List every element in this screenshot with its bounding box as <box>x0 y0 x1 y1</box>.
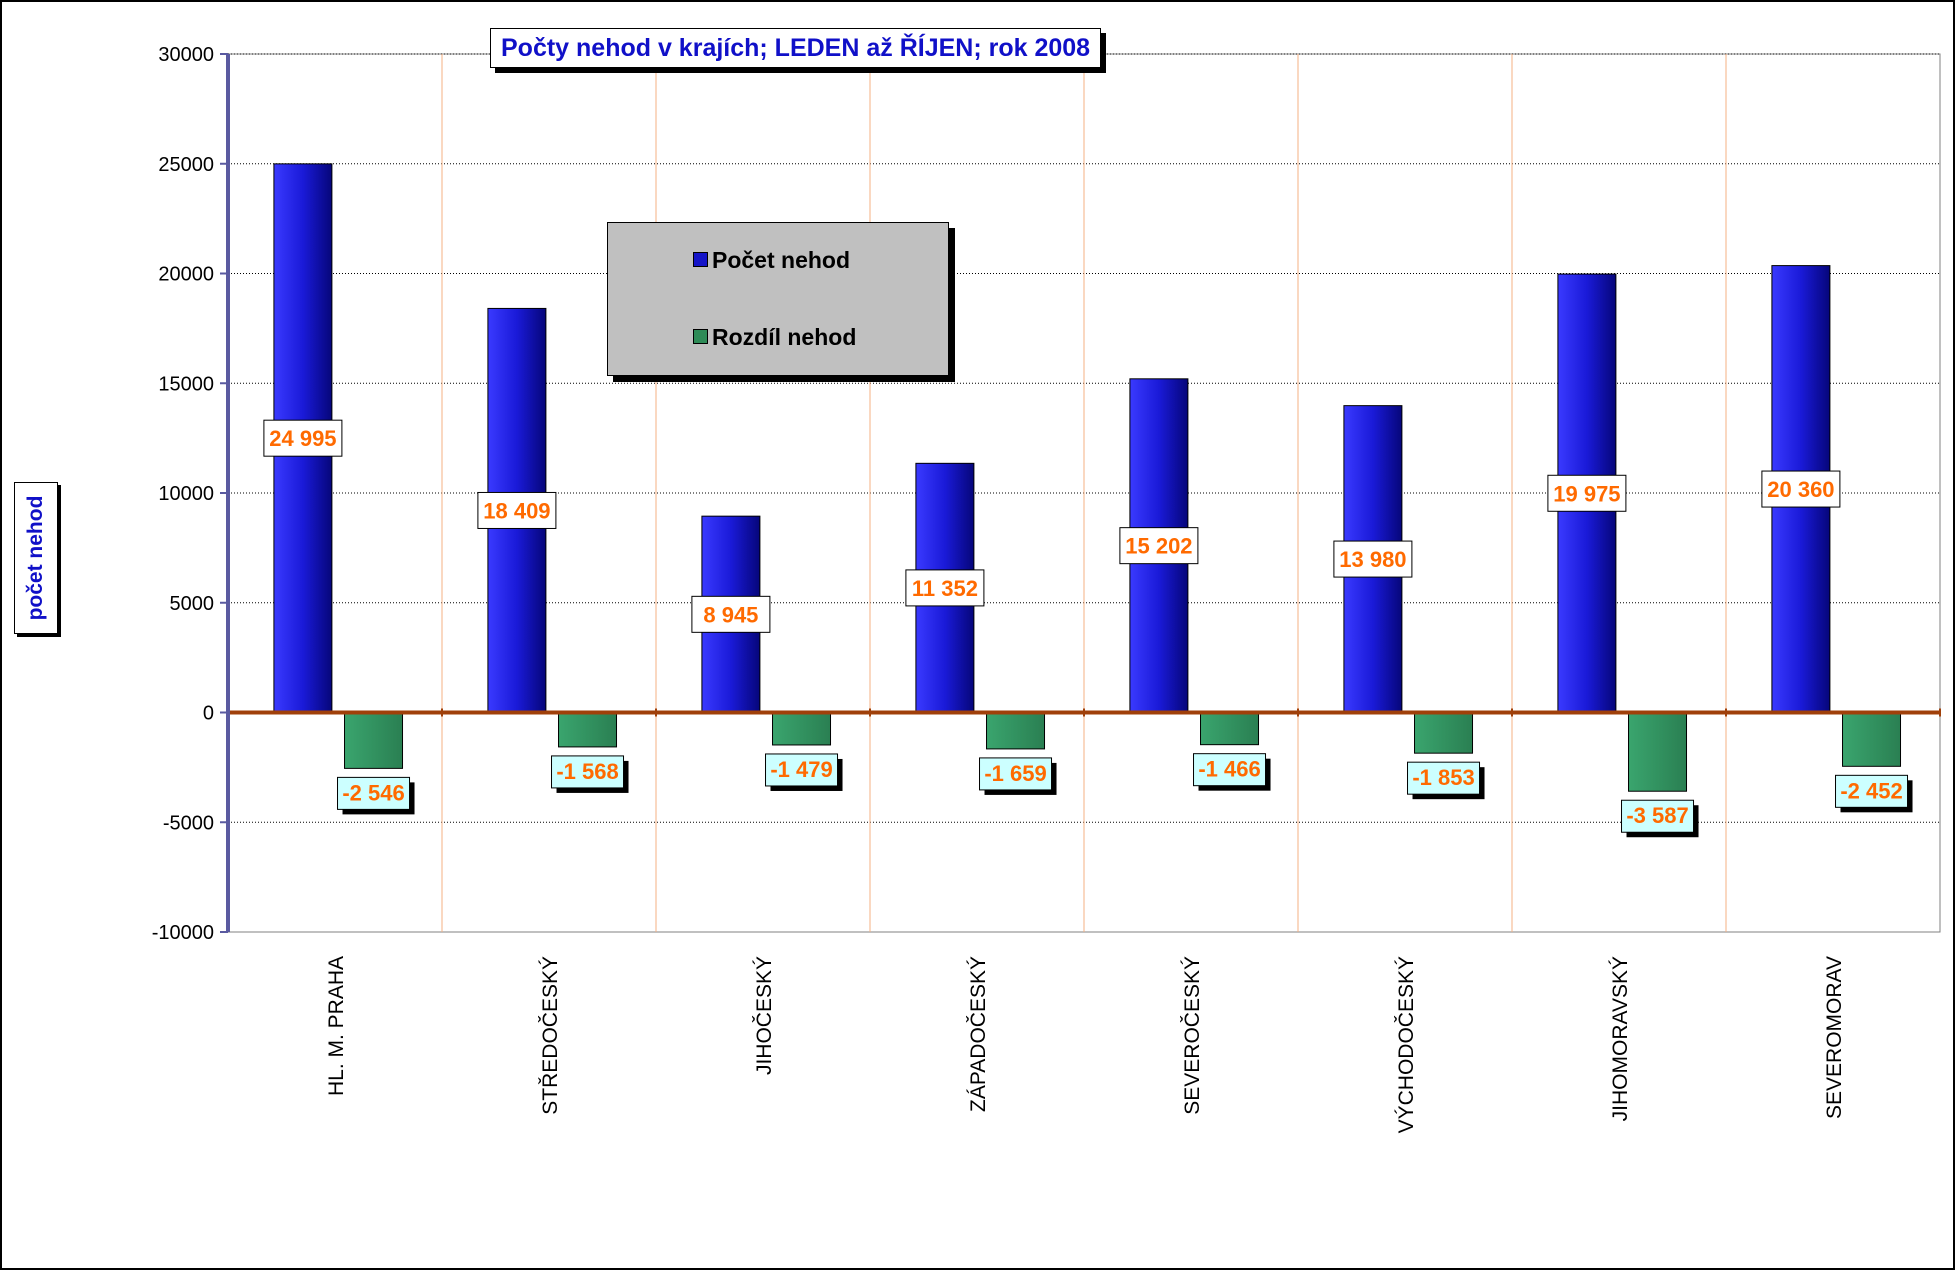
chart-title: Počty nehod v krajích; LEDEN až ŘÍJEN; r… <box>490 28 1102 68</box>
data-label-text: -2 452 <box>1840 778 1902 803</box>
data-label-pocet-nehod: 8 945 <box>691 595 771 633</box>
data-label-box <box>1407 761 1481 795</box>
data-label-rozdil-nehod: -1 659 <box>979 757 1057 795</box>
data-label-text: -1 479 <box>770 757 832 782</box>
legend-label: Počet nehod <box>712 247 851 273</box>
data-label-pocet-nehod: 11 352 <box>905 569 985 607</box>
data-label-box <box>1761 470 1841 508</box>
y-tick-label: 25000 <box>158 154 214 176</box>
legend-swatch-blue <box>693 252 708 267</box>
y-tick-label: -5000 <box>163 812 214 834</box>
legend-label: Rozdíl nehod <box>712 324 857 350</box>
y-tick-label: 20000 <box>158 264 214 286</box>
bar-rozdil-nehod <box>344 712 404 769</box>
data-label-box <box>905 569 985 607</box>
data-label-box <box>691 595 771 633</box>
y-axis-label: počet nehod <box>24 495 47 621</box>
data-label-pocet-nehod: 20 360 <box>1761 470 1841 508</box>
axes <box>220 53 1941 933</box>
bar-rozdil-nehod <box>772 712 832 746</box>
data-label-text: 8 945 <box>703 602 758 627</box>
data-label-text: -1 466 <box>1198 757 1260 782</box>
y-tick-label: 0 <box>203 703 214 725</box>
data-label-rozdil-nehod: -2 546 <box>337 776 415 815</box>
x-category-label: ZÁPADOČESKÝ <box>967 956 990 1112</box>
bar-rozdil-nehod <box>1414 712 1474 754</box>
data-label-pocet-nehod: 13 980 <box>1333 540 1413 578</box>
x-category-labels: HL. M. PRAHA STŘEDOČESKÝ JIHOČESKÝ ZÁPADOČE… <box>325 956 1846 1133</box>
data-label-text: 13 980 <box>1339 547 1406 572</box>
data-label-text: 24 995 <box>269 426 336 451</box>
data-label-box <box>1547 474 1627 512</box>
data-label-box <box>1333 540 1413 578</box>
legend: Počet nehod Rozdíl nehod <box>607 222 949 376</box>
y-tick-labels: 30000 25000 20000 15000 10000 5000 0 -5000 -1000… <box>152 44 214 944</box>
bar-rozdil-nehod <box>1628 712 1688 792</box>
data-label-pocet-nehod: 15 202 <box>1119 527 1199 565</box>
y-tick-label: 5000 <box>170 593 215 615</box>
bar-rozdil-nehod <box>1842 712 1902 767</box>
data-label-box <box>263 419 343 457</box>
x-category-label: VÝCHODOČESKÝ <box>1395 956 1418 1133</box>
legend-item-rozdil-nehod: Rozdíl nehod <box>693 324 856 351</box>
bar-rozdil-nehod <box>558 712 618 748</box>
legend-item-pocet-nehod: Počet nehod <box>693 247 850 274</box>
data-label-box <box>1835 774 1909 808</box>
data-label-pocet-nehod: 19 975 <box>1547 474 1627 512</box>
x-category-label: SEVEROMORAV <box>1823 956 1846 1119</box>
data-label-rozdil-nehod: -2 452 <box>1835 774 1913 813</box>
data-label-rozdil-nehod: -1 466 <box>1193 753 1271 791</box>
data-label-box <box>979 757 1053 791</box>
data-label-text: -3 587 <box>1626 803 1688 828</box>
data-label-rozdil-nehod: -3 587 <box>1621 799 1699 838</box>
data-label-text: -1 853 <box>1412 765 1474 790</box>
bars <box>273 163 1902 792</box>
data-label-text: 11 352 <box>912 576 978 601</box>
y-tick-label: 15000 <box>158 373 214 395</box>
y-tick-label: -10000 <box>152 922 214 944</box>
data-label-pocet-nehod: 24 995 <box>263 419 343 457</box>
data-label-rozdil-nehod: -1 568 <box>551 755 629 793</box>
data-label-box <box>1621 799 1695 833</box>
data-label-box <box>477 491 557 529</box>
data-label-text: 18 409 <box>483 498 550 523</box>
data-labels: 24 995 -2 546 18 409 -1 568 8 945 -1 479 11 35… <box>263 419 1913 838</box>
data-label-box <box>765 753 839 787</box>
category-separators <box>441 54 1727 932</box>
bar-rozdil-nehod <box>986 712 1046 750</box>
data-label-text: -2 546 <box>342 780 404 805</box>
x-category-label: JIHOMORAVSKÝ <box>1609 956 1632 1121</box>
data-label-pocet-nehod: 18 409 <box>477 491 557 529</box>
y-tick-label: 10000 <box>158 483 214 505</box>
legend-swatch-green <box>693 329 708 344</box>
data-label-box <box>1193 753 1267 787</box>
y-axis-label-box: počet nehod <box>14 482 58 634</box>
y-tick-label: 30000 <box>158 44 214 66</box>
data-label-rozdil-nehod: -1 479 <box>765 753 843 791</box>
data-label-box <box>551 755 625 789</box>
data-label-text: -1 568 <box>556 759 618 784</box>
x-category-label: JIHOČESKÝ <box>753 956 776 1075</box>
data-label-text: -1 659 <box>984 761 1046 786</box>
x-category-label: HL. M. PRAHA <box>325 956 348 1096</box>
x-category-label: STŘEDOČESKÝ <box>539 956 562 1115</box>
x-category-label: SEVEROČESKÝ <box>1181 956 1204 1115</box>
data-label-rozdil-nehod: -1 853 <box>1407 761 1485 800</box>
data-label-box <box>337 776 411 810</box>
data-label-text: 15 202 <box>1125 534 1192 559</box>
bar-rozdil-nehod <box>1200 712 1260 746</box>
data-label-text: 20 360 <box>1767 477 1834 502</box>
data-label-text: 19 975 <box>1553 481 1620 506</box>
data-label-box <box>1119 527 1199 565</box>
